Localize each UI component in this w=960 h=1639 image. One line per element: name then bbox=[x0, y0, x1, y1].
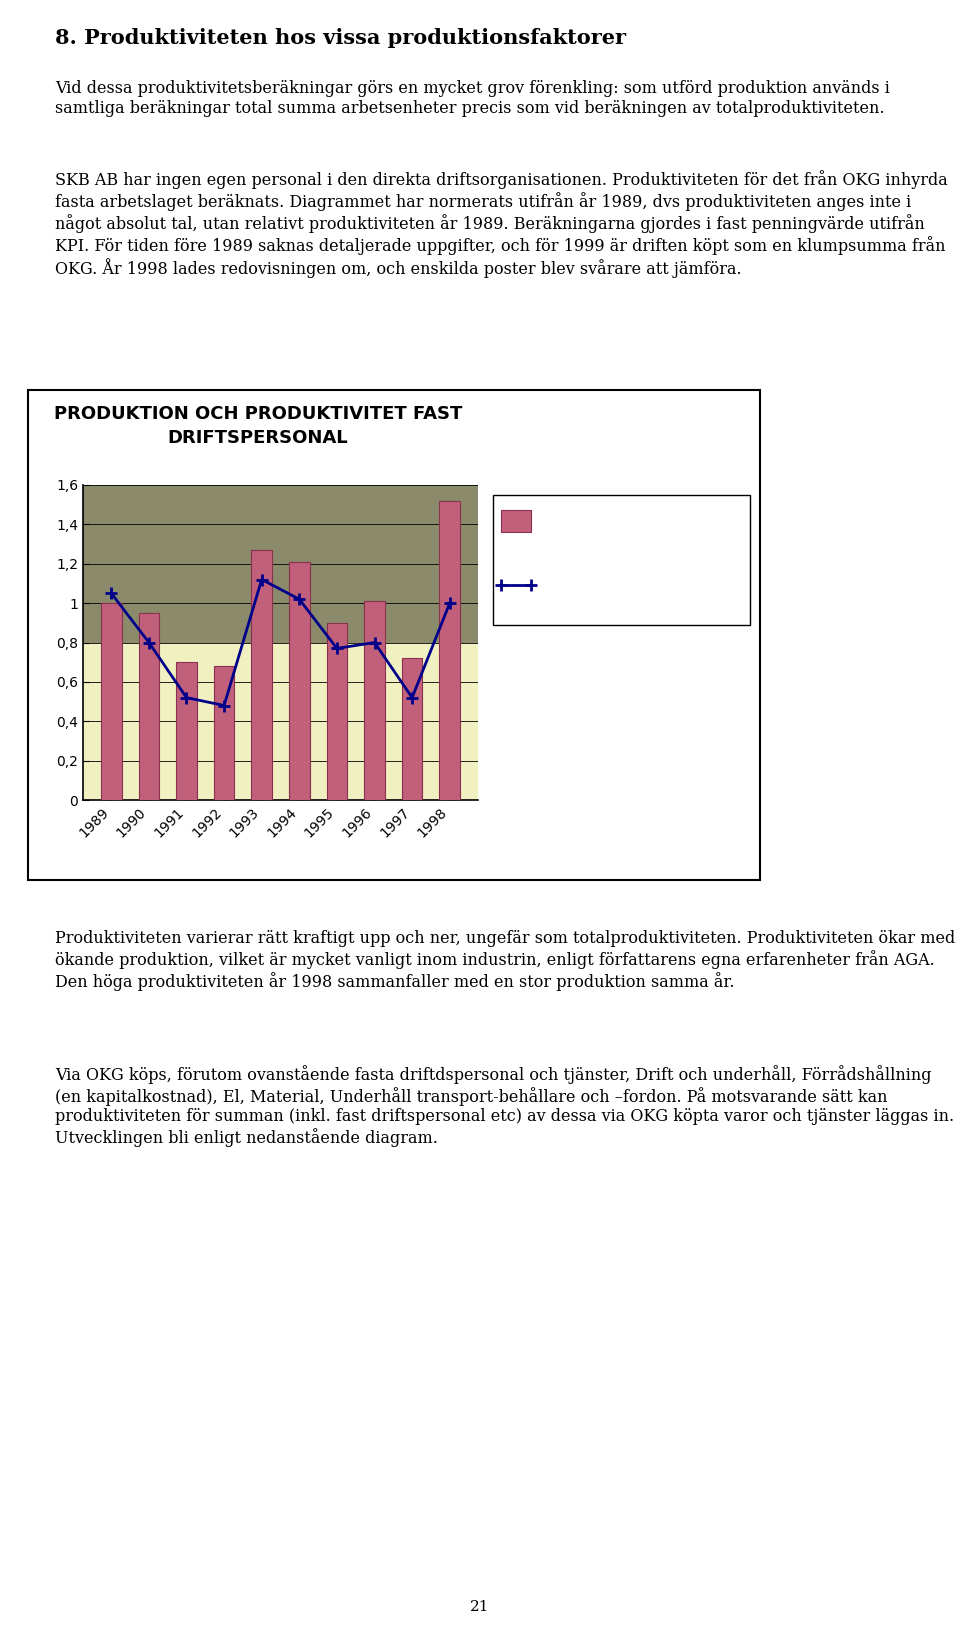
Text: Arbetsenheter relativt
1989: Arbetsenheter relativt 1989 bbox=[537, 510, 684, 538]
Bar bbox=[176, 662, 197, 800]
Bar bbox=[83, 485, 478, 642]
Text: Produktiviteten varierar rätt kraftigt upp och ner, ungefär som totalproduktivit: Produktiviteten varierar rätt kraftigt u… bbox=[55, 929, 955, 990]
Bar bbox=[402, 659, 422, 800]
Bar bbox=[252, 551, 272, 800]
Bar bbox=[501, 510, 531, 533]
Bar bbox=[138, 613, 159, 800]
Text: 21: 21 bbox=[470, 1600, 490, 1614]
Text: Vid dessa produktivitetsberäkningar görs en mycket grov förenkling: som utförd p: Vid dessa produktivitetsberäkningar görs… bbox=[55, 80, 890, 116]
Text: Via OKG köps, förutom ovanstående fasta driftdspersonal och tjänster, Drift och : Via OKG köps, förutom ovanstående fasta … bbox=[55, 1065, 954, 1147]
Bar bbox=[326, 623, 348, 800]
Bar bbox=[364, 602, 385, 800]
Bar bbox=[440, 502, 460, 800]
Text: SKB AB har ingen egen personal i den direkta driftsorganisationen. Produktivitet: SKB AB har ingen egen personal i den dir… bbox=[55, 170, 948, 277]
Bar bbox=[83, 642, 478, 800]
Bar bbox=[214, 665, 234, 800]
Text: 8. Produktiviteten hos vissa produktionsfaktorer: 8. Produktiviteten hos vissa produktions… bbox=[55, 28, 626, 48]
Text: PRODUKTION OCH PRODUKTIVITET FAST
DRIFTSPERSONAL: PRODUKTION OCH PRODUKTIVITET FAST DRIFTS… bbox=[54, 405, 462, 446]
Bar bbox=[493, 495, 750, 624]
Bar bbox=[289, 562, 310, 800]
Bar bbox=[101, 603, 122, 800]
Text: Produktivitet relativt
1989: Produktivitet relativt 1989 bbox=[537, 577, 674, 605]
Bar bbox=[28, 390, 760, 880]
